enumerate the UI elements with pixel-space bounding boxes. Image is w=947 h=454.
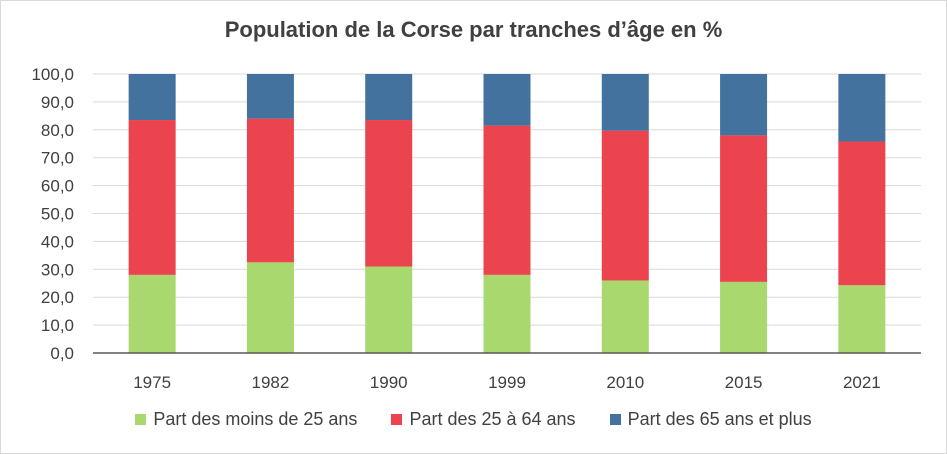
y-tick-label: 40,0 — [41, 232, 74, 251]
chart-title: Population de la Corse par tranches d’âg… — [224, 17, 723, 42]
bar-segment — [838, 285, 886, 353]
y-tick-label: 70,0 — [41, 149, 74, 168]
bar-segment — [838, 74, 886, 142]
legend-label: Part des moins de 25 ans — [153, 409, 358, 429]
legend-label: Part des 65 ans et plus — [627, 409, 812, 429]
legend-label: Part des 25 à 64 ans — [409, 409, 576, 429]
bar-segment — [246, 118, 294, 263]
bar-segment — [720, 135, 768, 282]
y-tick-label: 80,0 — [41, 121, 74, 140]
bar-segment — [483, 74, 531, 126]
bar-segment — [601, 74, 649, 131]
chart-legend: Part des moins de 25 ans Part des 25 à 64… — [1, 409, 946, 430]
legend-swatch — [135, 414, 147, 425]
bar-segment — [128, 274, 176, 353]
bar-segment — [483, 125, 531, 275]
legend-swatch — [609, 414, 621, 425]
legend-swatch — [391, 414, 403, 425]
bar-segment — [365, 74, 413, 121]
bar-segment — [720, 74, 768, 136]
bar-segment — [128, 120, 176, 275]
y-tick-label: 0,0 — [50, 344, 74, 363]
y-tick-label: 90,0 — [41, 93, 74, 112]
y-tick-label: 100,0 — [31, 65, 74, 84]
x-tick-label: 1975 — [133, 373, 171, 392]
bar-segment — [720, 281, 768, 353]
bar-segment — [483, 274, 531, 353]
legend-item: Part des 65 ans et plus — [609, 409, 812, 430]
y-tick-label: 50,0 — [41, 205, 74, 224]
y-tick-label: 10,0 — [41, 316, 74, 335]
bar-segment — [838, 141, 886, 286]
x-tick-label: 1982 — [252, 373, 290, 392]
bar-segment — [128, 74, 176, 121]
y-tick-label: 20,0 — [41, 288, 74, 307]
bar-segment — [246, 262, 294, 353]
x-tick-label: 2015 — [725, 373, 763, 392]
bar-segment — [246, 74, 294, 119]
bar-segment — [601, 280, 649, 353]
bar-segment — [365, 266, 413, 353]
legend-item: Part des moins de 25 ans — [135, 409, 357, 430]
x-tick-label: 2010 — [606, 373, 644, 392]
y-tick-label: 30,0 — [41, 260, 74, 279]
x-tick-label: 1999 — [488, 373, 526, 392]
bar-segment — [365, 120, 413, 267]
x-tick-label: 1990 — [370, 373, 408, 392]
y-tick-label: 60,0 — [41, 177, 74, 196]
legend-item: Part des 25 à 64 ans — [391, 409, 576, 430]
chart-plot-area: 0,0 10,0 20,0 30,0 40,0 50,0 60,0 70,0 80,0 90,0 1… — [31, 65, 921, 392]
bar-segment — [601, 130, 649, 281]
x-tick-label: 2021 — [843, 373, 881, 392]
